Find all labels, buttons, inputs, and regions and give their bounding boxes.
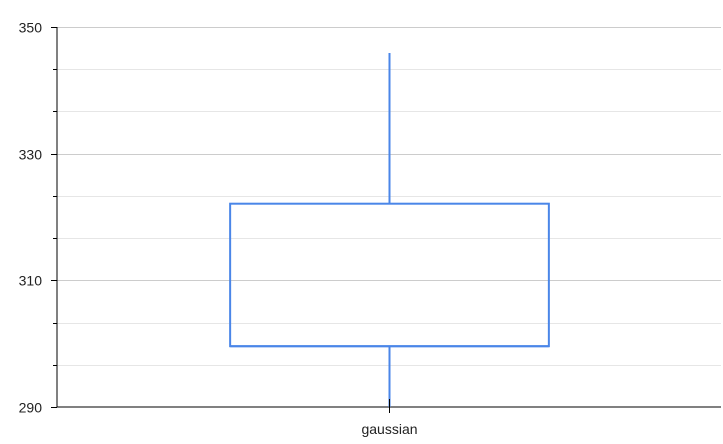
box-iqr bbox=[229, 202, 550, 348]
y-tick-label: 310 bbox=[19, 273, 43, 289]
box-plot-series bbox=[229, 52, 550, 407]
x-axis-labels: gaussian bbox=[361, 399, 418, 437]
y-tick-label: 350 bbox=[19, 20, 43, 36]
x-category-label: gaussian bbox=[361, 421, 417, 437]
y-tick-label: 330 bbox=[19, 147, 43, 163]
y-tick-label: 290 bbox=[19, 400, 43, 416]
y-axis-ticks: 290 310 330 350 bbox=[19, 20, 57, 416]
